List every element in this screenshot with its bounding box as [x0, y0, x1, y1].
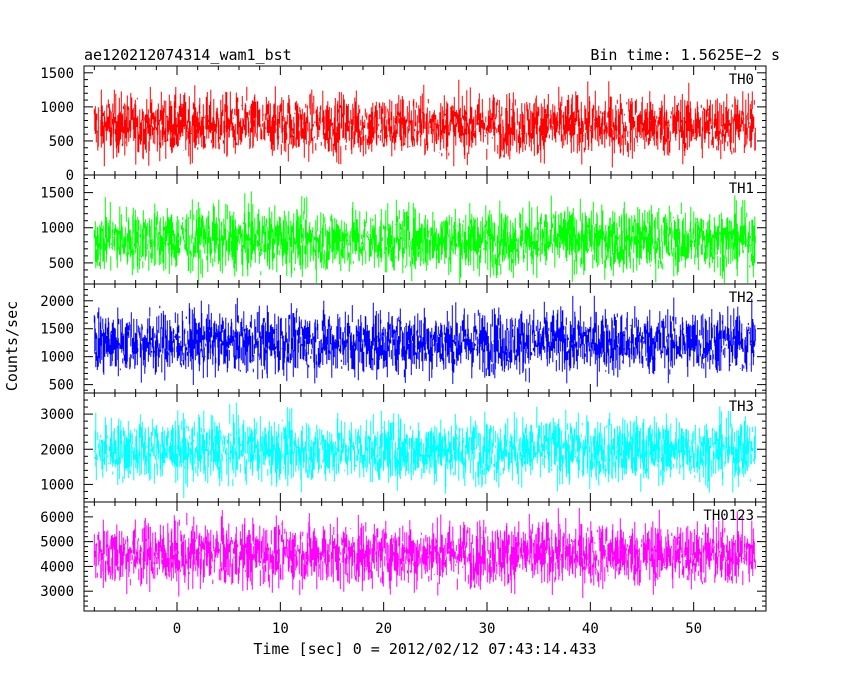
panel-th3: 1000 2000 3000 TH3 — [40, 392, 767, 503]
panel-label-th3: TH3 — [729, 399, 754, 415]
x-tick-label: 0 — [173, 621, 181, 637]
y-tick-label: 4000 — [40, 559, 74, 575]
series-th2 — [93, 295, 756, 387]
y-tick-label: 1000 — [40, 100, 74, 116]
y-tick-label: 1000 — [40, 221, 74, 237]
x-tick-label: 20 — [375, 621, 392, 637]
y-tick-label: 3000 — [40, 407, 74, 423]
panel-th0123: 3000 4000 5000 6000 TH0123 — [40, 501, 767, 612]
x-tick-label: 10 — [272, 621, 289, 637]
panel-label-th2: TH2 — [729, 290, 754, 306]
y-tick-label: 1000 — [40, 350, 74, 366]
series-th0123 — [93, 508, 756, 599]
chart-title-right: Bin time: 1.5625E−2 s — [590, 46, 780, 64]
y-tick-label: 1500 — [40, 322, 74, 338]
y-tick-label: 500 — [49, 134, 74, 150]
y-tick-label: 2000 — [40, 294, 74, 310]
x-axis-label: Time [sec] 0 = 2012/02/12 07:43:14.433 — [253, 640, 596, 658]
y-tick-label: 3000 — [40, 584, 74, 600]
panel-th1: 500 1000 1500 TH1 — [40, 174, 767, 285]
series-th0 — [93, 79, 756, 168]
series-th1 — [93, 191, 756, 284]
x-tick-label: 30 — [479, 621, 496, 637]
y-tick-label: 500 — [49, 378, 74, 394]
y-tick-label: 1000 — [40, 477, 74, 493]
y-tick-label: 500 — [49, 256, 74, 272]
y-tick-label: 2000 — [40, 442, 74, 458]
panel-label-th0123: TH0123 — [703, 508, 754, 524]
y-tick-label: 5000 — [40, 535, 74, 551]
panels-group: 0 500 1000 1500 TH0 500 1000 1500 TH1 500 1000 1500… — [40, 65, 767, 612]
series-th3 — [93, 402, 756, 498]
panel-th2: 500 1000 1500 2000 TH2 — [40, 283, 767, 394]
x-tick-label: 50 — [685, 621, 702, 637]
x-axis: 0 10 20 30 40 50 — [173, 621, 702, 637]
x-tick-label: 40 — [582, 621, 599, 637]
y-tick-label: 1500 — [40, 66, 74, 82]
chart-title-left: ae120212074314_wam1_bst — [84, 46, 292, 64]
y-tick-label: 1500 — [40, 186, 74, 202]
y-axis-label: Counts/sec — [3, 301, 21, 391]
panel-label-th1: TH1 — [729, 181, 754, 197]
panel-label-th0: TH0 — [729, 72, 754, 88]
panel-th0: 0 500 1000 1500 TH0 — [40, 65, 767, 184]
y-tick-label: 6000 — [40, 510, 74, 526]
y-tick-label: 0 — [66, 168, 74, 184]
